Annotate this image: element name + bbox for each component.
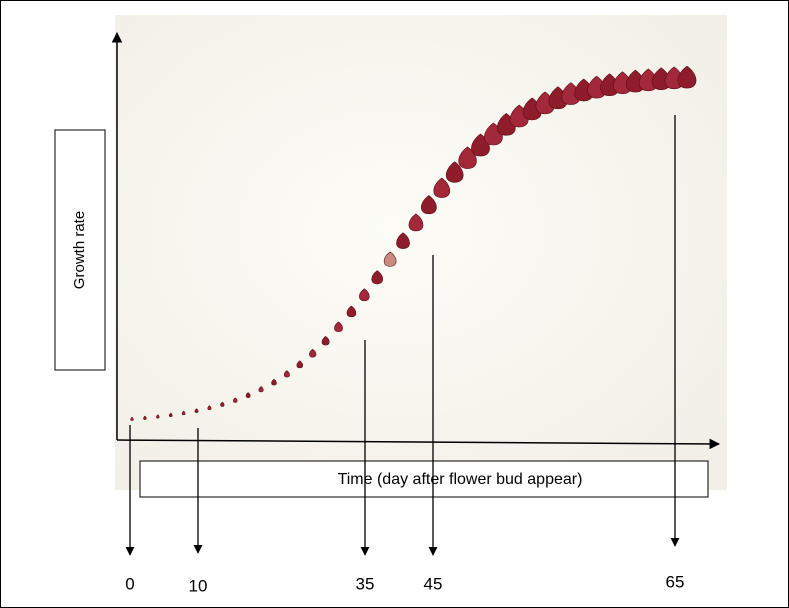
flower-bud	[677, 65, 697, 89]
flower-bud	[156, 414, 160, 419]
flower-bud	[371, 270, 383, 285]
marker-label: 0	[125, 574, 134, 593]
x-axis	[116, 438, 721, 450]
flower-bud	[383, 251, 397, 267]
flower-bud	[207, 405, 212, 411]
flower-bud	[143, 415, 147, 420]
flower-bud	[334, 321, 343, 332]
photo-background	[115, 15, 727, 490]
marker-label: 35	[356, 574, 375, 593]
bud-sequence	[130, 65, 697, 421]
flower-bud	[194, 408, 199, 413]
y-axis-label: Growth rate	[71, 211, 88, 289]
flower-bud	[445, 161, 464, 183]
flower-bud	[296, 360, 304, 369]
marker-label: 10	[189, 576, 208, 595]
flower-bud	[309, 348, 317, 358]
flower-bud	[346, 305, 357, 318]
flower-bud	[396, 232, 410, 249]
flower-bud	[258, 386, 264, 393]
flower-bud	[433, 177, 451, 198]
flower-bud	[168, 412, 173, 418]
flower-bud	[130, 416, 134, 421]
flower-bud	[233, 397, 238, 403]
x-axis-label: Time (day after flower bud appear)	[338, 471, 583, 488]
flower-bud	[271, 378, 277, 386]
flower-bud	[245, 392, 251, 398]
marker-label: 65	[666, 572, 685, 591]
flower-bud	[321, 335, 330, 346]
x-label-box	[139, 460, 709, 498]
flower-bud	[359, 288, 370, 302]
flower-bud	[220, 401, 225, 407]
flower-bud	[181, 410, 186, 416]
flower-bud	[283, 370, 290, 378]
marker-label: 45	[424, 574, 443, 593]
y-label-box	[54, 129, 106, 371]
flower-bud	[420, 195, 437, 215]
flower-bud	[408, 213, 424, 232]
